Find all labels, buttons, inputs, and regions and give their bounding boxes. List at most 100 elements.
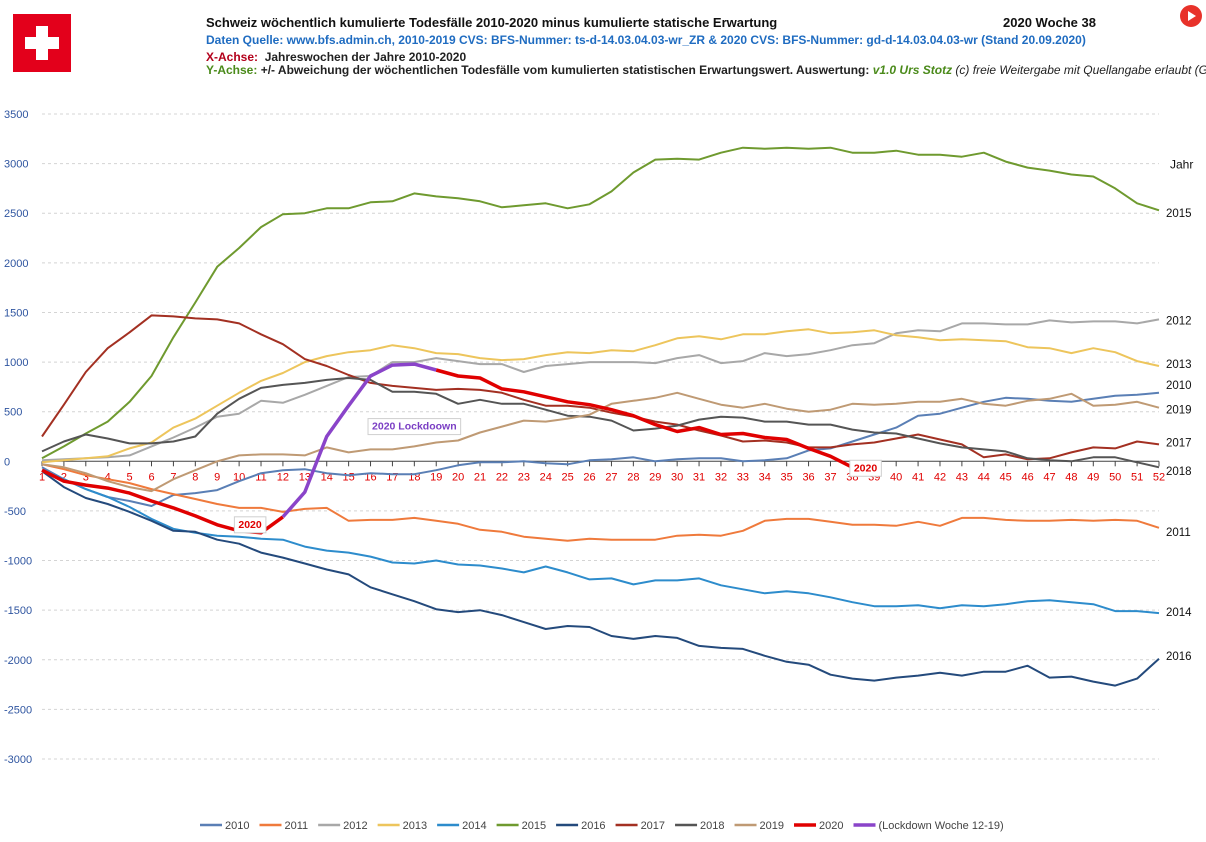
x-tick-label: 33 <box>737 471 749 483</box>
x-tick-label: 19 <box>430 471 442 483</box>
x-tick-label: 8 <box>192 471 198 483</box>
series-line-2015 <box>41 146 1160 460</box>
x-tick-label: 20 <box>452 471 464 483</box>
legend-entry: 2016 <box>581 820 605 832</box>
x-tick-label: 36 <box>802 471 814 483</box>
annotation-box <box>233 516 267 534</box>
series-line-2016 <box>41 470 1160 687</box>
y-tick-label: 2500 <box>4 208 28 220</box>
series-end-label: 2019 <box>1166 405 1192 417</box>
series-end-label: 2014 <box>1166 607 1192 619</box>
x-tick-label: 2 <box>61 471 67 483</box>
series-line-2014 <box>41 469 1160 615</box>
x-tick-label: 29 <box>649 471 661 483</box>
x-tick-label: 12 <box>277 471 289 483</box>
x-tick-label: 48 <box>1065 471 1077 483</box>
y-tick-label: 3000 <box>4 159 28 171</box>
x-tick-label: 9 <box>214 471 220 483</box>
x-tick-label: 3 <box>83 471 89 483</box>
x-tick-label: 47 <box>1043 471 1055 483</box>
annotation-box <box>849 459 882 477</box>
legend-entry: 2015 <box>522 820 546 832</box>
series-line-2020 <box>41 368 854 535</box>
legend-entry: 2012 <box>343 820 367 832</box>
series-end-label: 2011 <box>1166 527 1191 539</box>
legend-entry: 2017 <box>641 820 665 832</box>
y-tick-label: -500 <box>4 506 26 518</box>
legend-entry: 2014 <box>462 820 486 832</box>
year-week-label: 2020 Woche 38 <box>1003 15 1096 30</box>
x-tick-label: 5 <box>127 471 133 483</box>
x-axis-description: X-Achse: Jahreswochen der Jahre 2010-202… <box>206 50 467 64</box>
legend-entry: 2018 <box>700 820 724 832</box>
series-line-2017 <box>41 314 1160 461</box>
x-tick-label: 21 <box>474 471 486 483</box>
x-tick-label: 24 <box>540 471 552 483</box>
legend-entry: (Lockdown Woche 12-19) <box>879 820 1004 832</box>
x-tick-label: 28 <box>627 471 639 483</box>
x-tick-label: 25 <box>562 471 574 483</box>
x-tick-label: 26 <box>583 471 595 483</box>
legend-entry: 2011 <box>284 820 308 832</box>
series-end-label: 2017 <box>1166 437 1192 449</box>
annotation-label: 2020 <box>238 519 262 531</box>
annotation-label: 2020 <box>854 462 878 474</box>
x-tick-label: 15 <box>343 471 355 483</box>
legend-entry: 2013 <box>403 820 427 832</box>
y-axis-description: Y-Achse: +/- Abweichung der wöchentliche… <box>206 63 1206 77</box>
annotation-label: 2020 Lockdoown <box>372 421 457 433</box>
swiss-flag-icon <box>13 14 71 72</box>
x-tick-label: 11 <box>255 471 266 483</box>
series-end-label: 2013 <box>1166 359 1192 371</box>
series-line-2012 <box>41 318 1160 462</box>
series-line-2011 <box>41 463 1160 542</box>
x-tick-label: 35 <box>781 471 793 483</box>
x-tick-label: 40 <box>890 471 902 483</box>
legend-entry: 2020 <box>819 820 843 832</box>
x-tick-label: 37 <box>824 471 836 483</box>
play-button-icon[interactable] <box>1180 5 1202 27</box>
legend-entry: 2010 <box>225 820 249 832</box>
x-tick-label: 41 <box>912 471 924 483</box>
chart-title: Schweiz wöchentlich kumulierte Todesfäll… <box>206 15 778 30</box>
series-line-2013 <box>41 328 1160 464</box>
x-tick-label: 34 <box>759 471 771 483</box>
year-column-header: Jahr <box>1170 158 1193 172</box>
series-line-lockdown-woche-12-19 <box>281 362 437 519</box>
x-tick-label: 30 <box>671 471 683 483</box>
series-end-label: 2010 <box>1166 380 1192 392</box>
x-tick-label: 4 <box>105 471 111 483</box>
y-tick-label: -2500 <box>4 704 32 716</box>
x-tick-label: 22 <box>496 471 508 483</box>
x-tick-label: 7 <box>170 471 176 483</box>
series-line-2018 <box>41 377 1160 469</box>
y-tick-label: 500 <box>4 407 22 419</box>
y-tick-label: 3500 <box>4 109 28 121</box>
legend-entry: 2019 <box>760 820 784 832</box>
y-tick-label: -1000 <box>4 556 32 568</box>
x-tick-label: 32 <box>715 471 727 483</box>
x-tick-label: 52 <box>1153 471 1165 483</box>
series-end-label: 2018 <box>1166 466 1192 478</box>
x-tick-label: 23 <box>518 471 530 483</box>
y-tick-label: 1000 <box>4 357 28 369</box>
data-source-line: Daten Quelle: www.bfs.admin.ch, 2010-201… <box>206 33 1086 47</box>
x-tick-label: 51 <box>1131 471 1143 483</box>
x-tick-label: 44 <box>978 471 990 483</box>
series-end-label: 2016 <box>1166 651 1192 663</box>
x-tick-label: 45 <box>1000 471 1012 483</box>
series-line-2010 <box>41 391 1160 507</box>
x-tick-label: 27 <box>605 471 617 483</box>
series-end-label: 2015 <box>1166 208 1192 220</box>
series-end-label: 2012 <box>1166 315 1192 327</box>
x-tick-label: 42 <box>934 471 946 483</box>
x-tick-label: 6 <box>148 471 154 483</box>
annotation-box <box>367 418 462 436</box>
y-tick-label: -2000 <box>4 655 32 667</box>
x-tick-label: 50 <box>1109 471 1121 483</box>
x-tick-label: 31 <box>693 471 705 483</box>
y-tick-label: -3000 <box>4 754 32 766</box>
series-line-2019 <box>41 391 1160 493</box>
x-tick-label: 43 <box>956 471 968 483</box>
